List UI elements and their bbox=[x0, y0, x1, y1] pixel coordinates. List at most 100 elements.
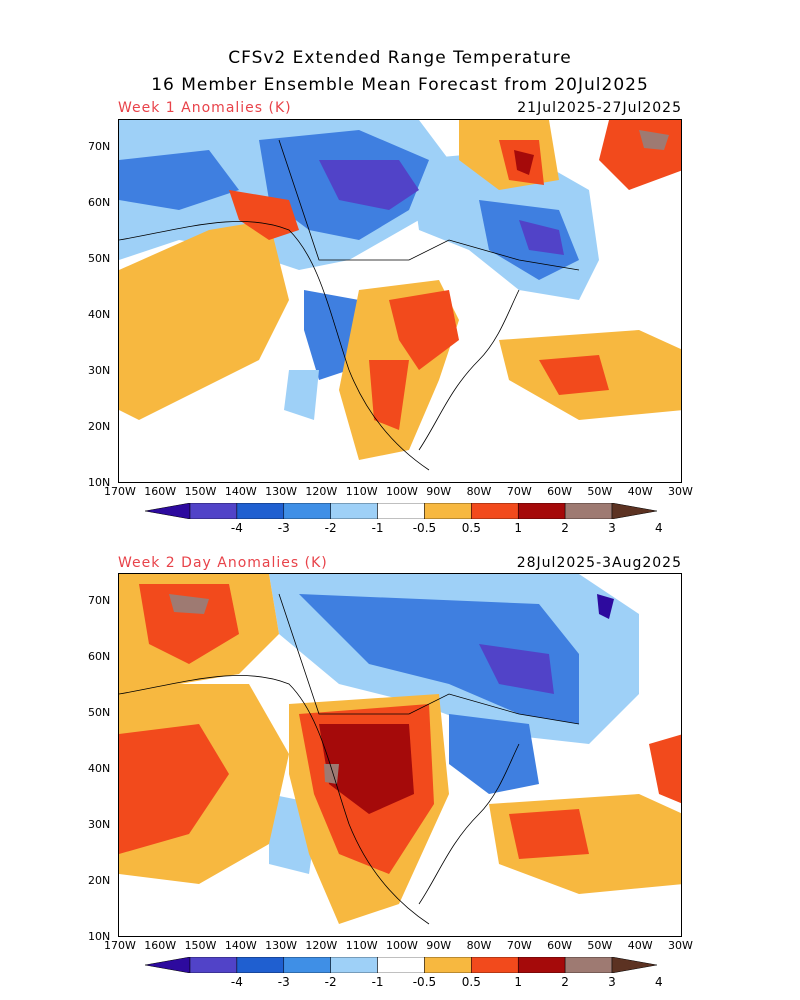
panel1-lon-tick: 110W bbox=[345, 485, 378, 498]
panel2-warm-pacific bbox=[119, 724, 229, 854]
panel2-warm-alaska bbox=[139, 584, 239, 664]
panel2-lon-tick: 160W bbox=[144, 939, 177, 952]
panel2-cool-deep-canada bbox=[479, 644, 554, 694]
colorbar2-cb-label: -4 bbox=[230, 975, 243, 989]
panel1-lon-tick: 40W bbox=[627, 485, 653, 498]
colorbar2-cb-label: 1 bbox=[514, 975, 523, 989]
colorbar2-cb-left-arrow bbox=[144, 956, 191, 974]
panel1-lat-tick: 20N bbox=[88, 420, 111, 433]
panel2-warm-west-deep bbox=[319, 724, 414, 814]
colorbar2-cb-swatch bbox=[424, 956, 472, 974]
colorbar2-cb-right-arrow bbox=[611, 956, 658, 974]
colorbar1-cb-swatch bbox=[283, 502, 331, 520]
colorbar2-cb-label: -3 bbox=[277, 975, 290, 989]
panel2-lon-tick: 130W bbox=[265, 939, 298, 952]
panel1-lat-tick: 60N bbox=[88, 196, 111, 209]
panel1-warm-pacific bbox=[119, 220, 289, 420]
panel2-dates: 28Jul2025-3Aug2025 bbox=[516, 555, 682, 571]
panel2-cool-deep-greenland bbox=[597, 594, 614, 619]
panel2-lon-tick: 90W bbox=[426, 939, 452, 952]
panel2-lon-tick: 140W bbox=[224, 939, 257, 952]
colorbar1-cb-label: 2 bbox=[561, 521, 569, 535]
panel1-warm-plains bbox=[389, 290, 459, 370]
colorbar2-cb-swatch bbox=[377, 956, 425, 974]
panel2-lat-tick: 70N bbox=[88, 594, 111, 607]
panel1-warm-greenland-max bbox=[639, 130, 669, 150]
colorbar1-cb-label: 3 bbox=[608, 521, 616, 535]
panel2-lat-tick: 50N bbox=[88, 706, 111, 719]
panel1-lon-tick: 150W bbox=[184, 485, 217, 498]
panel2-lon-tick: 100W bbox=[386, 939, 418, 952]
panel1-lon-tick: 80W bbox=[466, 485, 492, 498]
panel2-lon-tick: 150W bbox=[184, 939, 217, 952]
colorbar1-cb-label: -2 bbox=[324, 521, 337, 535]
panel2-cool-canada bbox=[299, 594, 579, 724]
colorbar-1-svg bbox=[144, 502, 658, 520]
colorbar-2-svg bbox=[144, 956, 658, 974]
colorbar1-cb-label: 4 bbox=[655, 521, 663, 535]
panel1-lon-tick: 120W bbox=[305, 485, 338, 498]
panel2-warm-east-atlantic bbox=[649, 734, 681, 804]
panel1-map bbox=[118, 119, 682, 483]
panel2-lon-tick: 110W bbox=[345, 939, 378, 952]
colorbar2-cb-swatch bbox=[564, 956, 613, 974]
panel2-lon-tick: 70W bbox=[506, 939, 532, 952]
colorbar2-cb-label: -0.5 bbox=[412, 975, 437, 989]
panel1-cool-pacific bbox=[284, 370, 319, 420]
panel1-lat-tick: 70N bbox=[88, 140, 111, 153]
panel1-coastlines bbox=[119, 139, 580, 471]
panel2-label: Week 2 Day Anomalies (K) bbox=[118, 555, 328, 571]
colorbar2-cb-label: 2 bbox=[561, 975, 569, 989]
panel1-lon-tick: 60W bbox=[547, 485, 573, 498]
panel1-lon-tick: 30W bbox=[668, 485, 693, 498]
colorbar1-cb-swatch bbox=[424, 502, 472, 520]
panel1-lon-tick: 170W bbox=[104, 485, 136, 498]
panel1-cool-deep-quebec bbox=[519, 220, 564, 255]
panel2-cool-east-us bbox=[449, 714, 539, 794]
colorbar2-cb-swatch bbox=[517, 956, 566, 974]
panel2-lat-tick: 10N bbox=[88, 930, 111, 943]
colorbar2-cb-label: 3 bbox=[608, 975, 616, 989]
colorbar1-cb-label: -4 bbox=[230, 521, 243, 535]
colorbar2-cb-label: 0.5 bbox=[461, 975, 481, 989]
panel2-map bbox=[118, 573, 682, 937]
panel1-cool-deep-canada bbox=[319, 160, 419, 210]
colorbar2-cb-swatch bbox=[283, 956, 331, 974]
colorbar1-cb-swatch bbox=[189, 502, 238, 520]
panel2-lat-tick: 20N bbox=[88, 874, 111, 887]
panel1-lon-tick: 160W bbox=[144, 485, 177, 498]
panel2-lat-tick: 60N bbox=[88, 650, 111, 663]
colorbar1-cb-swatch bbox=[377, 502, 425, 520]
panel2-warm-alaska-max bbox=[169, 594, 209, 614]
panel1-lon-tick: 50W bbox=[587, 485, 613, 498]
panel1-warm-mexico bbox=[369, 360, 409, 430]
colorbar2-cb-label: 4 bbox=[655, 975, 663, 989]
panel1-lon-tick: 100W bbox=[386, 485, 418, 498]
panel2-map-svg bbox=[119, 574, 681, 936]
panel1-lon-tick: 70W bbox=[506, 485, 532, 498]
panel1-lat-tick: 40N bbox=[88, 308, 111, 321]
colorbar2-cb-swatch bbox=[236, 956, 285, 974]
colorbar1-cb-swatch bbox=[471, 502, 519, 520]
panel1-lon-tick: 130W bbox=[265, 485, 298, 498]
panel1-lon-tick: 140W bbox=[224, 485, 257, 498]
colorbar1-cb-label: 0.5 bbox=[461, 521, 481, 535]
panel1-warm-baffin-max bbox=[514, 150, 534, 175]
panel2-lon-tick: 60W bbox=[547, 939, 573, 952]
panel1-map-svg bbox=[119, 120, 681, 482]
colorbar2-cb-swatch bbox=[471, 956, 519, 974]
colorbar2-cb-swatch bbox=[330, 956, 378, 974]
panel2-lon-tick: 50W bbox=[587, 939, 613, 952]
panel2-coastlines bbox=[119, 593, 580, 925]
panel2-warm-atlantic-core bbox=[509, 809, 589, 859]
panel2-lat-tick: 40N bbox=[88, 762, 111, 775]
panel2-lon-tick: 30W bbox=[668, 939, 693, 952]
panel2-lat-tick: 30N bbox=[88, 818, 111, 831]
colorbar-2 bbox=[144, 956, 658, 974]
panel1-lat-tick: 50N bbox=[88, 252, 111, 265]
panel1-label: Week 1 Anomalies (K) bbox=[118, 100, 292, 116]
colorbar1-cb-label: -3 bbox=[277, 521, 290, 535]
panel1-warm-atlantic-core bbox=[539, 355, 609, 395]
panel2-lon-tick: 40W bbox=[627, 939, 653, 952]
